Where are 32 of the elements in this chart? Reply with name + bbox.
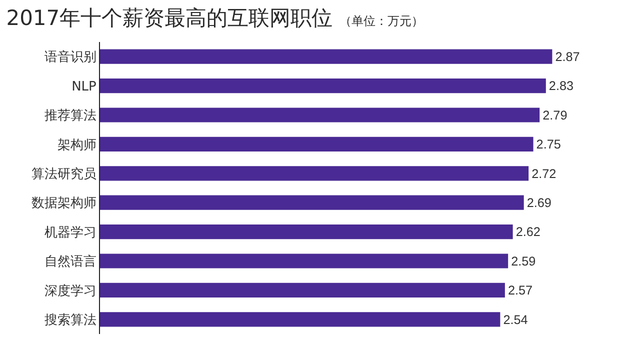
chart-subtitle: （单位：万元） xyxy=(339,14,424,28)
bar xyxy=(100,282,505,298)
data-label: 2.69 xyxy=(526,196,552,210)
bar xyxy=(100,195,524,210)
data-label: 2.54 xyxy=(503,312,528,327)
data-label: 2.79 xyxy=(542,108,568,122)
y-tick-label: 语音识别 xyxy=(44,50,96,66)
bar xyxy=(100,78,546,94)
y-tick-label: 数据架构师 xyxy=(31,196,96,212)
data-label: 2.75 xyxy=(536,138,561,152)
y-tick-label: NLP xyxy=(72,79,97,94)
data-label: 2.59 xyxy=(511,254,536,268)
data-label: 2.62 xyxy=(516,225,540,240)
y-tick-label: 推荐算法 xyxy=(44,108,96,124)
y-tick-label: 搜索算法 xyxy=(44,312,96,328)
data-label: 2.87 xyxy=(555,50,580,64)
bar xyxy=(100,254,508,268)
bar xyxy=(100,49,552,64)
bar xyxy=(100,166,529,181)
bar xyxy=(100,312,500,327)
data-label: 2.57 xyxy=(508,284,533,298)
data-label: 2.72 xyxy=(532,166,556,181)
data-label: 2.83 xyxy=(548,79,574,94)
chart-title: 2017年十个薪资最高的互联网职位 xyxy=(6,6,333,30)
y-tick-label: 算法研究员 xyxy=(31,166,96,182)
y-tick-label: 自然语言 xyxy=(44,254,96,270)
bar xyxy=(100,224,513,240)
bar xyxy=(100,108,540,122)
y-tick-label: 架构师 xyxy=(57,138,96,153)
y-tick-label: 深度学习 xyxy=(44,282,96,299)
y-tick-label: 机器学习 xyxy=(44,225,96,240)
bar xyxy=(100,136,534,152)
